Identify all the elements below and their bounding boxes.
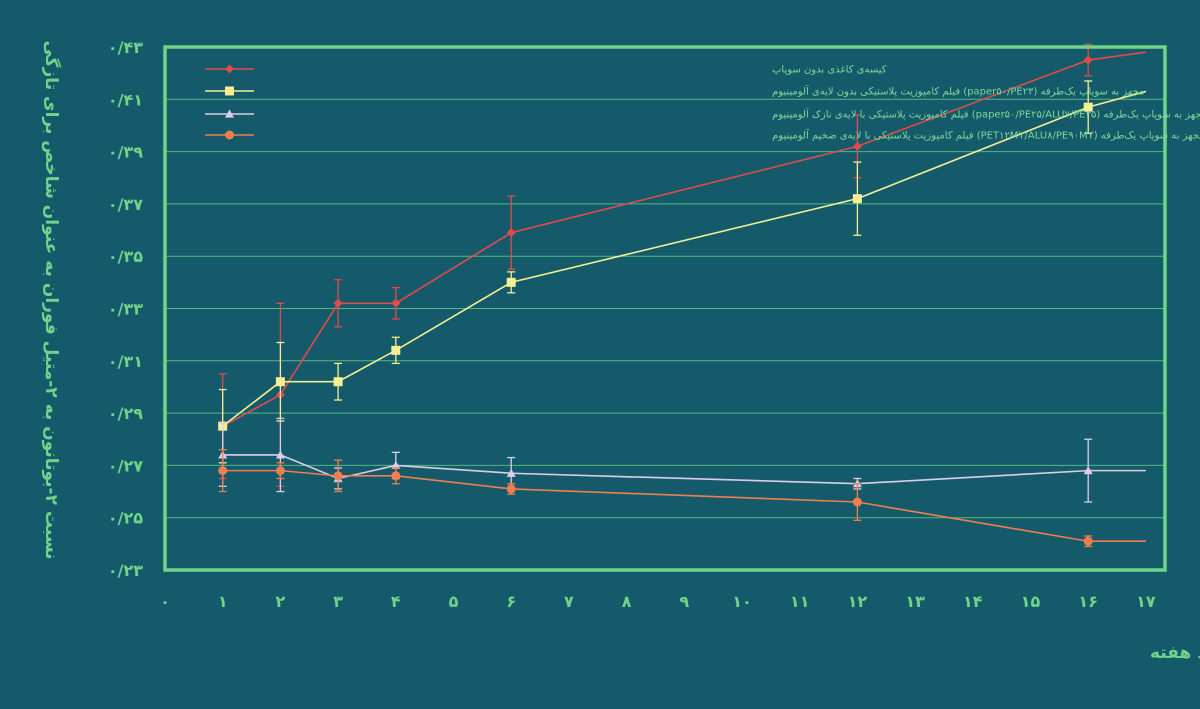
y-tick-label: ۰/۲۷: [108, 456, 143, 475]
series-2: [218, 80, 1147, 464]
y-tick-label: ۰/۴۱: [108, 90, 143, 109]
data-point: [506, 277, 516, 287]
x-tick-label: ۱۴: [963, 592, 983, 611]
legend: کیسه‌ی کاغذی بدون سوپاپ مجهز به سوپاپ یک‌…: [205, 64, 1200, 142]
x-tick-label: ۱۷: [1136, 592, 1156, 611]
legend-marker: [225, 130, 234, 140]
y-tick-label: ۰/۲۹: [108, 404, 143, 423]
data-point: [391, 345, 401, 355]
y-tick-label: ۰/۳۱: [108, 352, 143, 371]
x-tick-label: ۱۰: [732, 592, 752, 611]
series-group: [218, 43, 1147, 548]
legend-item: مجهز به سوپاپ یک‌طرفه (PET۱۲MY/ALU۸/PE۹۰…: [205, 129, 1200, 142]
legend-item: کیسه‌ی کاغذی بدون سوپاپ: [205, 64, 887, 76]
data-point: [391, 471, 401, 481]
data-point: [391, 460, 401, 469]
series-3: [218, 417, 1146, 503]
series-line: [222, 90, 1147, 427]
legend-marker: [225, 86, 234, 96]
x-tick-label: ۶: [506, 592, 516, 611]
data-point: [1083, 466, 1093, 475]
x-tick-label: ۸: [622, 592, 632, 611]
x-tick-label: ۴: [391, 592, 401, 611]
x-tick-labels: ۰ ۱ ۲ ۳ ۴ ۵ ۶ ۷ ۸ ۹ ۱۰ ۱۱ ۱۲ ۱۳ ۱۴ ۱۵ ۱۶ ۱۷: [160, 592, 1156, 611]
data-point: [1083, 55, 1093, 65]
plot-frame: [163, 45, 1167, 572]
x-tick-label: ۱: [218, 592, 228, 611]
legend-label: کیسه‌ی کاغذی بدون سوپاپ: [772, 65, 887, 76]
x-tick-label: ۱۶: [1078, 592, 1098, 611]
x-tick-label: ۲: [276, 592, 286, 611]
y-tick-label: ۰/۳۵: [108, 247, 143, 266]
data-point: [275, 377, 285, 387]
legend-label: مجهز به سوپاپ یک‌طرفه (PET۱۲MY/ALU۸/PE۹۰…: [772, 129, 1200, 142]
data-point: [275, 450, 285, 459]
x-axis-title: زمان بر اساس تعداد هفته: [1150, 643, 1200, 663]
legend-marker: [225, 64, 234, 74]
y-tick-label: ۰/۳۳: [108, 300, 143, 319]
data-point: [1083, 536, 1093, 546]
series-line: [222, 51, 1147, 427]
x-tick-label: ۱۳: [905, 592, 925, 611]
legend-item: مجهز به سوپاپ یک‌طرفه (paper۵۰/PE۲۳) فیل…: [205, 85, 1144, 98]
data-point: [391, 298, 401, 308]
data-point: [852, 497, 862, 507]
series-4: [218, 449, 1146, 548]
y-tick-label: ۰/۳۷: [108, 195, 143, 214]
x-tick-label: ۵: [449, 592, 459, 611]
x-tick-label: ۳: [333, 592, 343, 611]
data-point: [506, 484, 516, 494]
data-point: [1083, 102, 1093, 112]
data-point: [852, 141, 862, 151]
y-tick-label: ۰/۲۵: [108, 509, 143, 528]
data-point: [506, 468, 516, 477]
legend-marker: [225, 109, 234, 118]
x-tick-label: ۹: [679, 592, 689, 611]
x-tick-label: ۱۱: [790, 592, 810, 611]
data-point: [333, 377, 343, 387]
y-tick-labels: ۰/۲۳ ۰/۲۵ ۰/۲۷ ۰/۲۹ ۰/۳۱ ۰/۳۳ ۰/۳۵ ۰/۳۷ ۰/۳۹ ۰/۴۱…: [108, 38, 143, 580]
legend-item: مجهز به سوپاپ یک‌طرفه (paper۵۰/PE۲۵/ALU۷…: [205, 108, 1200, 121]
x-tick-label: ۱۲: [848, 592, 868, 611]
data-point: [218, 466, 228, 476]
x-tick-label: ۰: [160, 592, 170, 611]
series-line: [222, 469, 1146, 543]
x-tick-label: ۱۵: [1021, 592, 1041, 611]
data-point: [333, 471, 343, 481]
data-point: [333, 298, 343, 308]
data-point: [275, 466, 285, 476]
y-tick-label: ۰/۲۳: [108, 561, 143, 580]
legend-label: مجهز به سوپاپ یک‌طرفه (paper۵۰/PE۲۵/ALU۷…: [772, 108, 1200, 121]
y-tick-label: ۰/۴۳: [108, 38, 143, 57]
data-point: [852, 194, 862, 204]
series-line: [222, 454, 1146, 485]
data-point: [506, 228, 516, 238]
x-tick-label: ۷: [564, 592, 574, 611]
legend-label: مجهز به سوپاپ یک‌طرفه (paper۵۰/PE۲۳) فیل…: [772, 85, 1144, 98]
y-axis-title: نسبت ۲-بوتانون به ۲-متیل فوران به عنوان …: [41, 40, 62, 559]
y-tick-label: ۰/۳۹: [108, 143, 143, 162]
grid-lines: [165, 98, 1165, 519]
